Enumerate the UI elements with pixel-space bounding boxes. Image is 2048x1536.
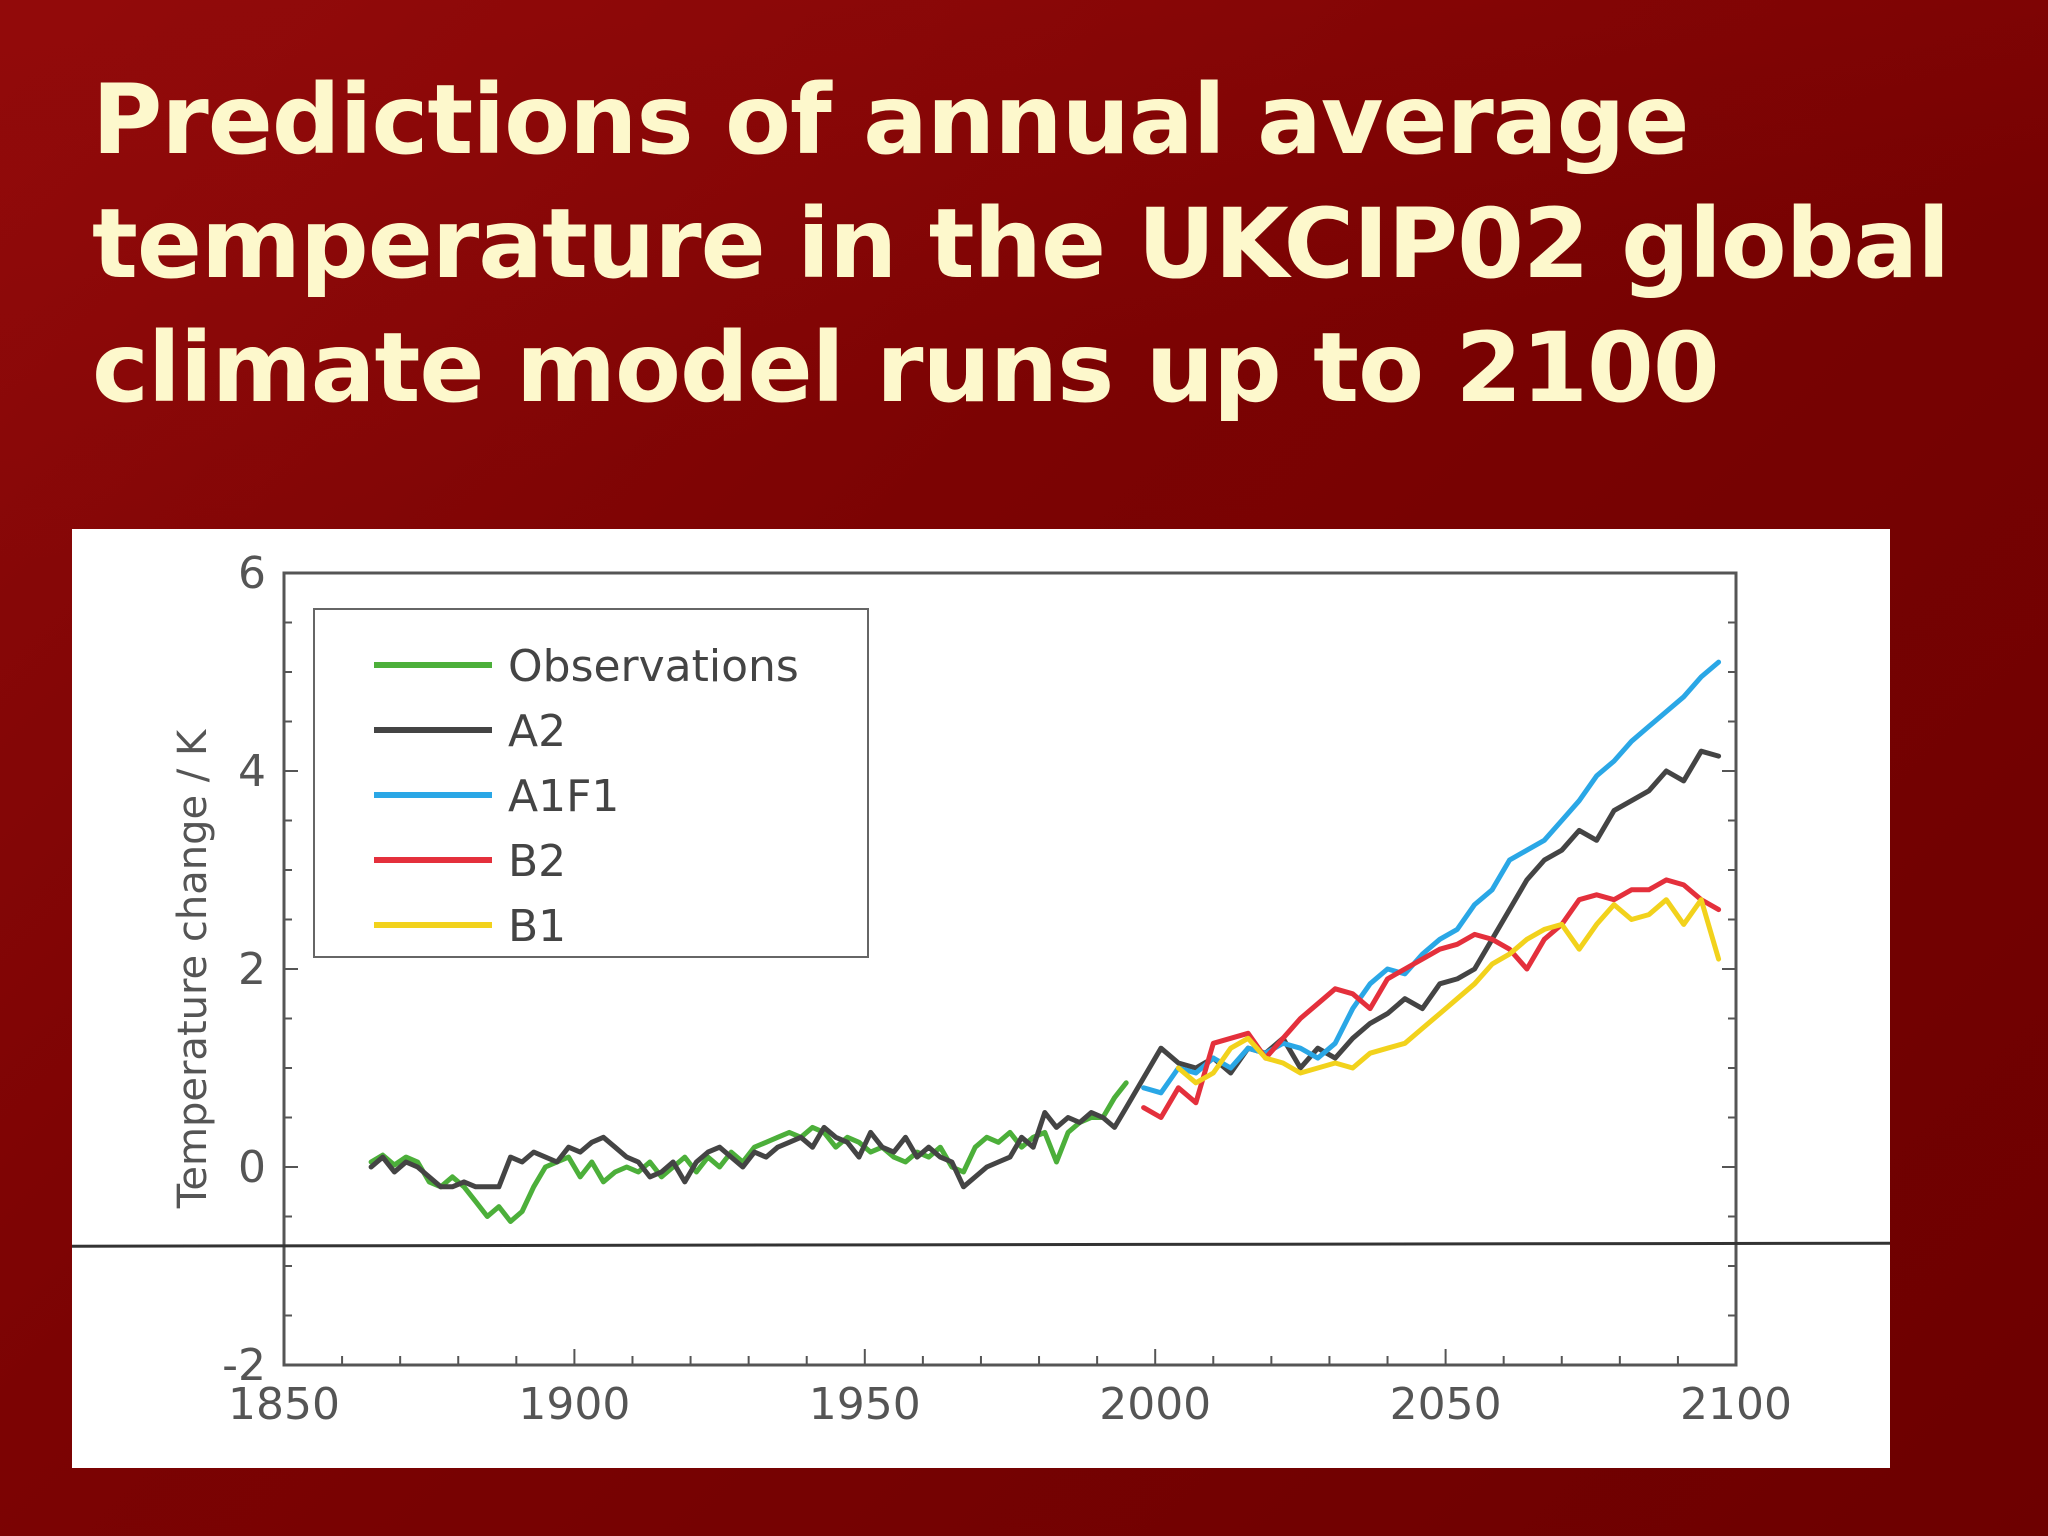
temperature-chart: -2 0 2 4 6 1850 1900 1950 2000 2050 2100 Temperatur… [72, 548, 1890, 1430]
x-tick-label: 2000 [1099, 1379, 1211, 1430]
chart-panel: -2 0 2 4 6 1850 1900 1950 2000 2050 2100 Temperatur… [72, 529, 1890, 1468]
series-line-a2 [368, 748, 1722, 1190]
series-line-observations [368, 1080, 1129, 1224]
legend-box [313, 608, 869, 958]
y-tick-label: 2 [238, 944, 266, 995]
x-tick-label: 1850 [228, 1379, 340, 1430]
slide-title: Predictions of annual average temperatur… [92, 64, 1950, 424]
series-line-b1 [1175, 897, 1722, 1086]
legend-label: B1 [508, 901, 566, 952]
legend-label: Observations [508, 641, 799, 692]
series-line-b2 [1141, 877, 1722, 1120]
x-tick-label: 2050 [1390, 1379, 1502, 1430]
y-tick-label: -2 [222, 1340, 266, 1391]
legend-label: A1F1 [508, 771, 619, 822]
y-axis-title: Temperature change / K [170, 728, 216, 1209]
legend-label: B2 [508, 836, 566, 887]
y-tick-label: 4 [238, 746, 266, 797]
reference-line [72, 1241, 1890, 1248]
legend-label: A2 [508, 706, 566, 757]
x-tick-label: 1900 [518, 1379, 630, 1430]
series-line-a1f1 [1141, 659, 1722, 1096]
y-tick-label: 6 [238, 548, 266, 599]
x-tick-label: 2100 [1680, 1379, 1792, 1430]
y-tick-label: 0 [238, 1142, 266, 1193]
x-tick-label: 1950 [809, 1379, 921, 1430]
